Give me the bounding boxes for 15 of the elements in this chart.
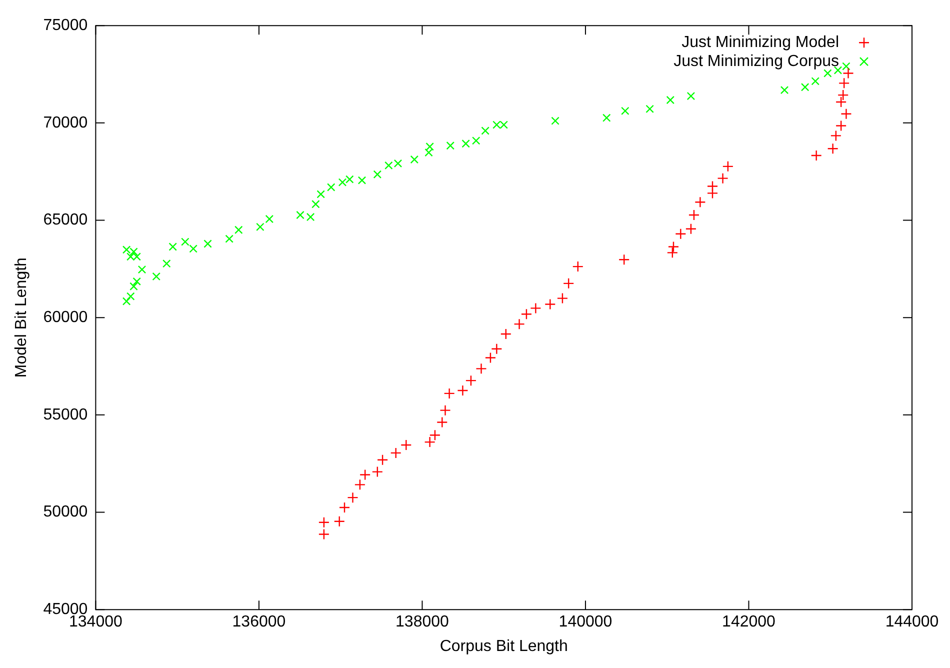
x-tick-label: 136000: [232, 614, 286, 631]
y-tick-label: 70000: [43, 114, 88, 132]
y-tick-label: 60000: [43, 309, 88, 326]
y-axis-title: Model Bit Length: [13, 258, 30, 378]
legend-label: Just Minimizing Corpus: [674, 53, 839, 70]
y-tick-label: 75000: [43, 17, 88, 34]
x-tick-label: 144000: [885, 614, 939, 631]
x-tick-label: 140000: [558, 614, 612, 631]
x-tick-label: 138000: [396, 614, 450, 631]
y-tick-label: 55000: [43, 406, 88, 424]
x-tick-label: 142000: [722, 614, 776, 631]
legend-label: Just Minimizing Model: [682, 34, 839, 52]
y-tick-label: 50000: [43, 504, 88, 521]
y-tick-label: 65000: [43, 212, 88, 229]
x-axis-title: Corpus Bit Length: [440, 638, 568, 655]
